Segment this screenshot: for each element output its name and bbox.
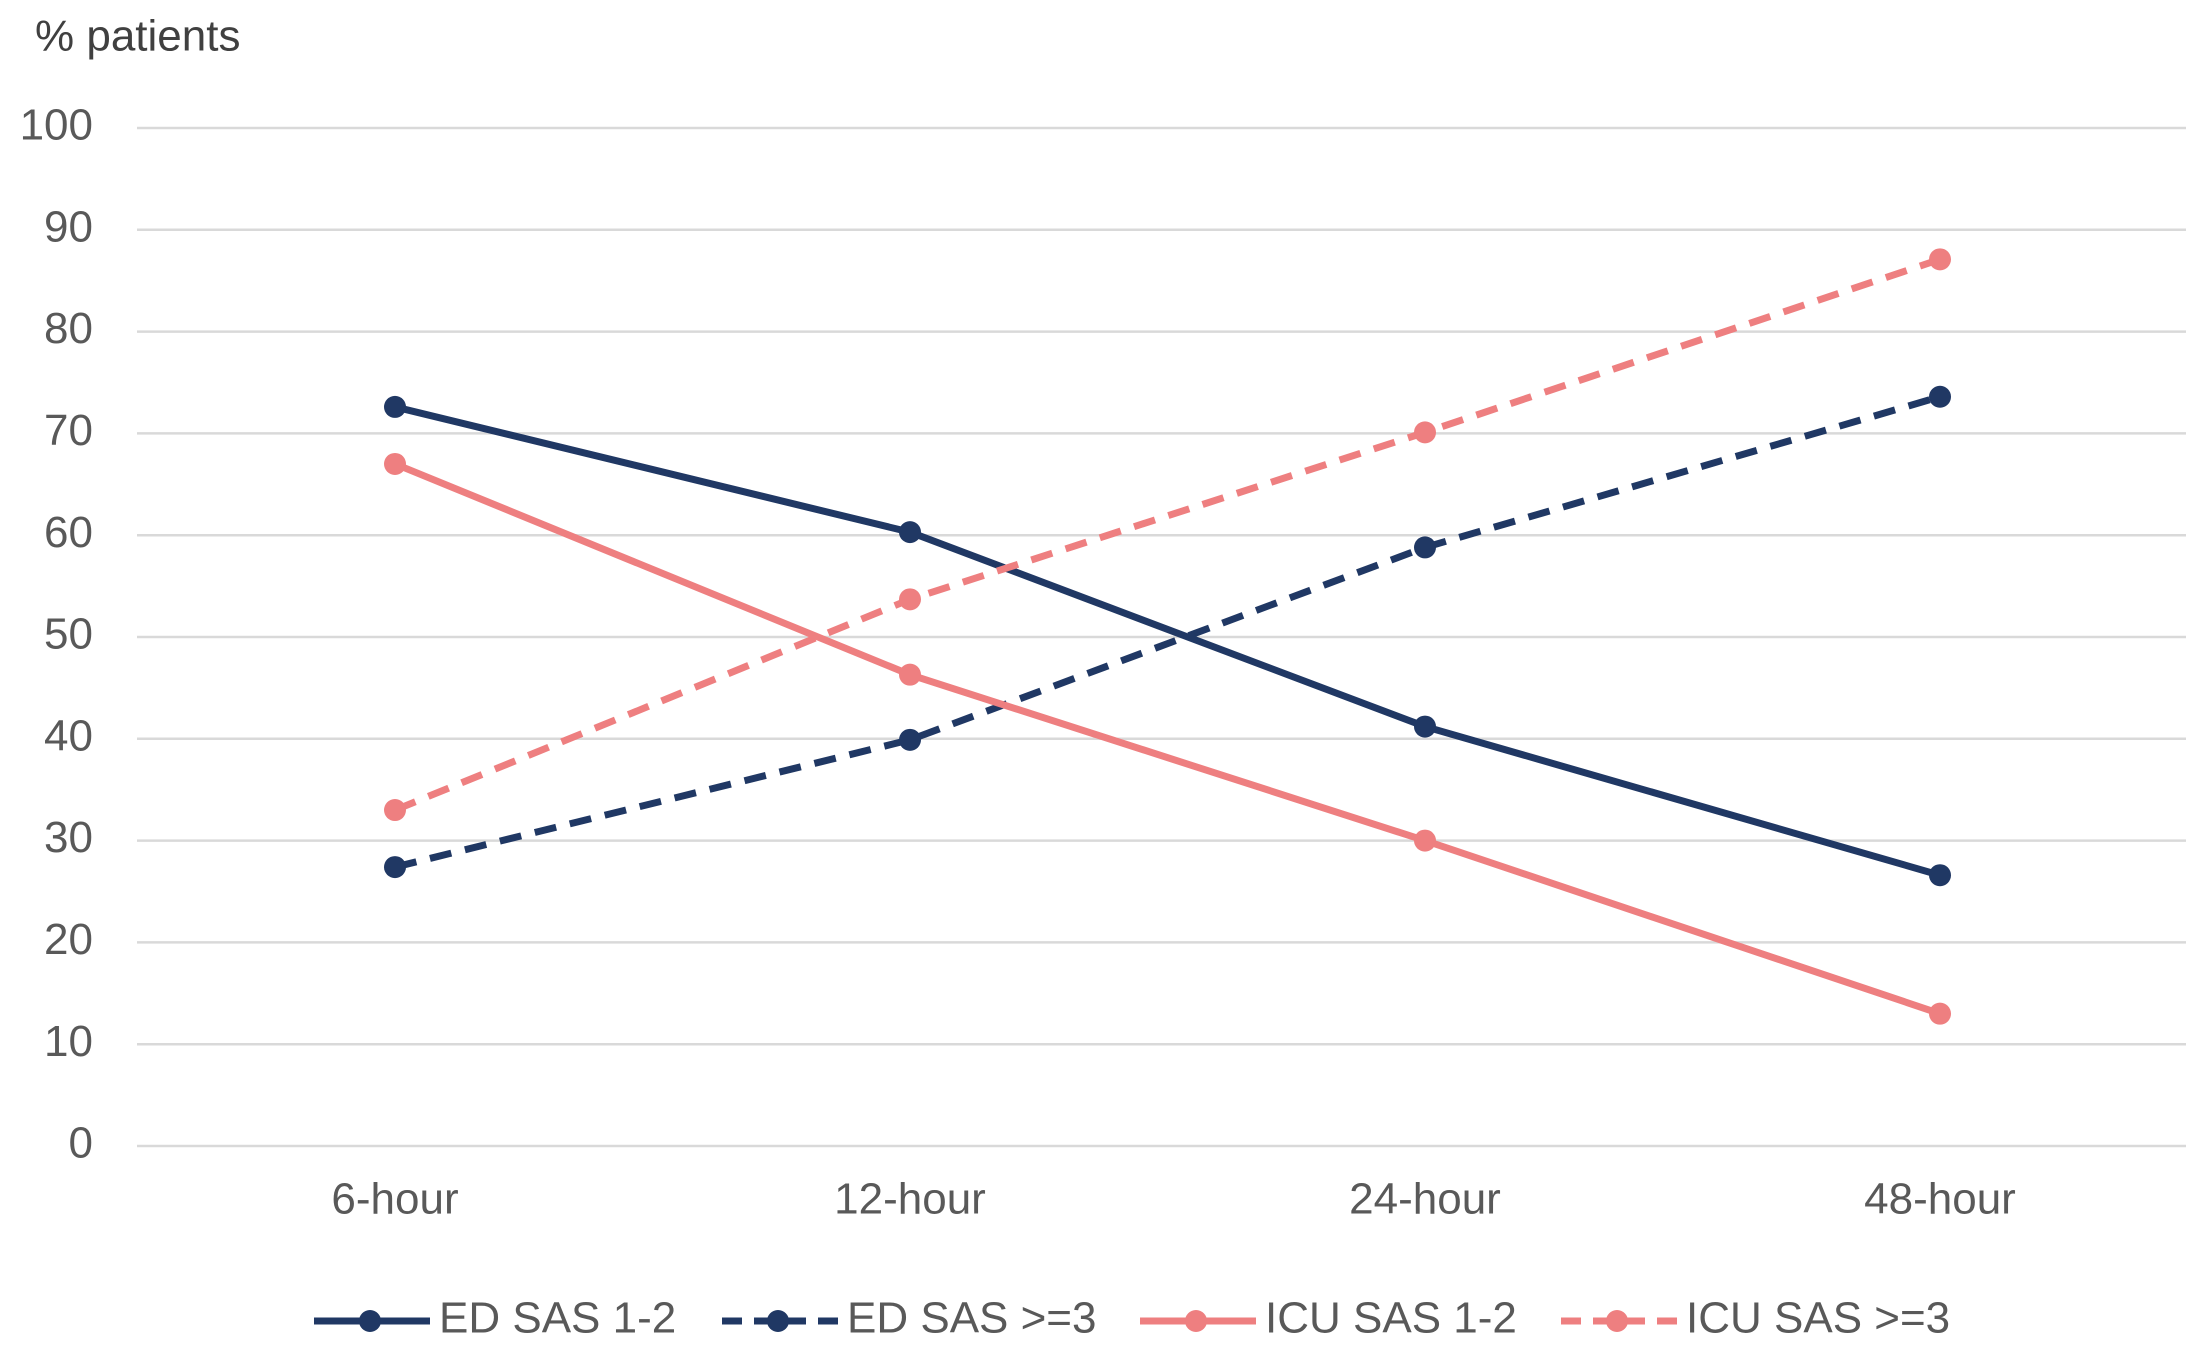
data-point: [384, 452, 406, 475]
y-tick-label: 0: [69, 1119, 93, 1168]
data-point: [899, 521, 921, 544]
legend-marker: [1185, 1310, 1207, 1332]
legend-label: ICU SAS >=3: [1686, 1294, 1950, 1343]
y-tick-label: 80: [44, 304, 93, 353]
data-point: [1414, 829, 1436, 852]
data-point: [1929, 248, 1951, 271]
data-point: [899, 663, 921, 686]
data-point: [1929, 1002, 1951, 1025]
x-tick-label: 24-hour: [1349, 1175, 1501, 1224]
data-point: [1414, 421, 1436, 444]
y-tick-label: 40: [44, 711, 93, 760]
data-point: [1414, 536, 1436, 559]
series-line: [393, 460, 1942, 1017]
x-tick-label: 6-hour: [331, 1175, 458, 1224]
data-point: [384, 799, 406, 822]
legend-marker: [1606, 1310, 1628, 1332]
y-tick-label: 90: [44, 202, 93, 251]
y-tick-label: 30: [44, 813, 93, 862]
data-point: [899, 588, 921, 611]
data-point: [899, 728, 921, 751]
x-tick-label: 48-hour: [1864, 1175, 2016, 1224]
legend-marker: [359, 1310, 381, 1332]
series-line: [393, 256, 1942, 814]
y-tick-label: 60: [44, 508, 93, 557]
series-line: [394, 393, 1941, 871]
y-tick-label: 10: [44, 1017, 93, 1066]
data-point: [384, 856, 406, 879]
series-line: [394, 403, 1941, 879]
legend-label: ED SAS >=3: [847, 1294, 1096, 1343]
data-point: [384, 395, 406, 418]
y-tick-label: 70: [44, 406, 93, 455]
legend-marker: [767, 1310, 789, 1332]
data-point: [1929, 385, 1951, 408]
data-point: [1929, 864, 1951, 887]
y-tick-label: 100: [20, 101, 93, 150]
y-tick-label: 50: [44, 610, 93, 659]
legend-label: ICU SAS 1-2: [1265, 1294, 1517, 1343]
y-axis-label: % patients: [35, 12, 240, 61]
legend-label: ED SAS 1-2: [439, 1294, 676, 1343]
y-tick-label: 20: [44, 915, 93, 964]
data-point: [1414, 715, 1436, 738]
x-tick-label: 12-hour: [834, 1175, 986, 1224]
